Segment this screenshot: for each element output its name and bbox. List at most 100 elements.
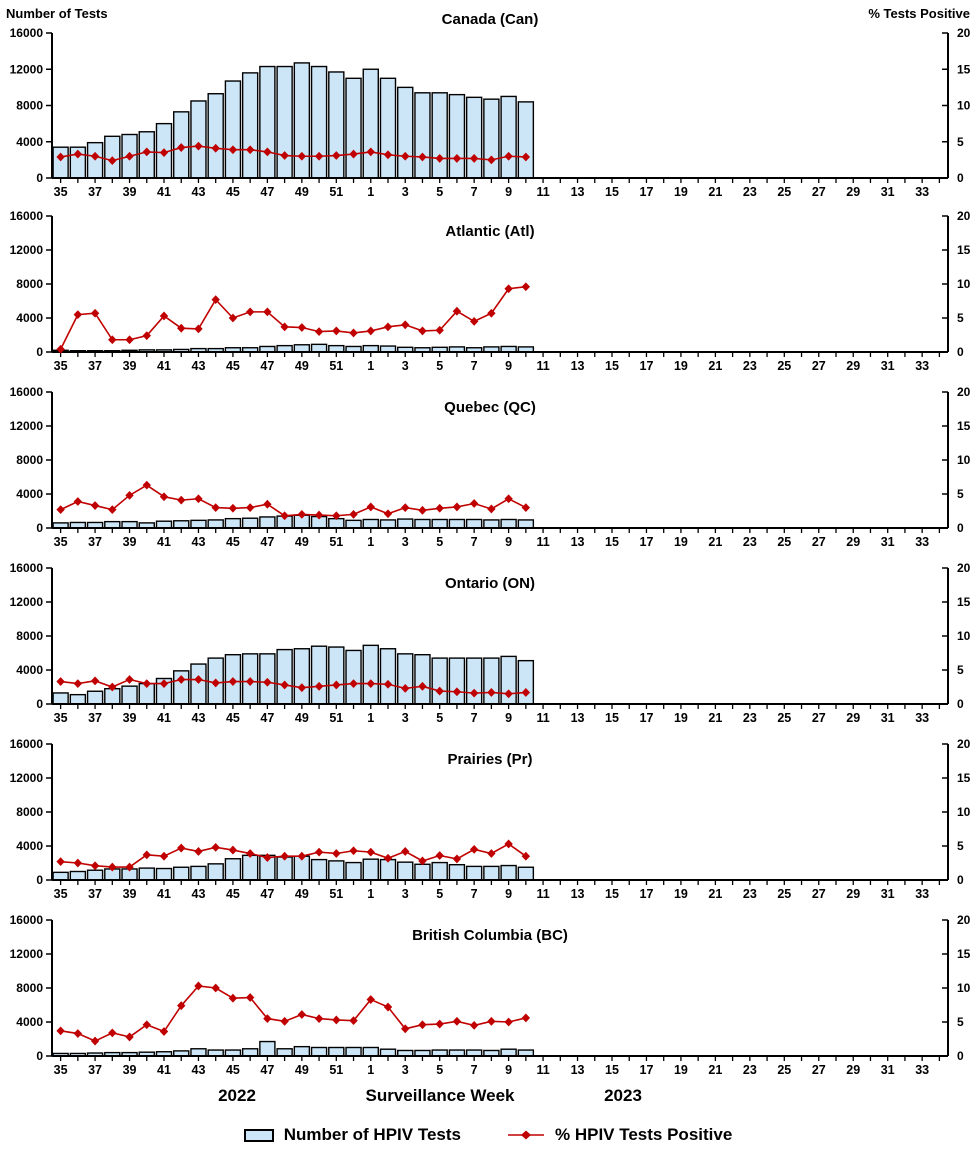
pct-positive-point <box>56 1026 65 1036</box>
tests-bar <box>207 863 224 881</box>
week-tick-label: 1 <box>367 711 374 725</box>
week-tick-label: 23 <box>743 711 757 725</box>
week-tick-label: 29 <box>846 535 860 549</box>
pct-positive-point <box>418 856 427 866</box>
left-tick-label: 8000 <box>16 277 43 291</box>
week-tick-label: 31 <box>881 535 895 549</box>
tests-bar <box>69 870 87 881</box>
pct-positive-point <box>245 503 255 512</box>
pct-positive-point <box>125 1032 134 1042</box>
right-tick-label: 15 <box>957 419 971 433</box>
pct-positive-point <box>142 679 151 688</box>
pct-positive-point <box>366 679 375 688</box>
week-tick-label: 25 <box>777 185 791 199</box>
tests-bar <box>500 518 517 529</box>
left-tick-label: 8000 <box>16 99 43 113</box>
tests-bar <box>362 1046 379 1057</box>
week-tick-label: 47 <box>260 887 274 901</box>
left-tick-label: 16000 <box>10 561 44 575</box>
week-tick-label: 49 <box>295 185 309 199</box>
chart-panel-6: British Columbia (BC) 0 4000 8000 12000 16000… <box>10 913 971 1077</box>
week-tick-label: 49 <box>295 359 309 373</box>
week-tick-label: 5 <box>436 535 443 549</box>
pct-positive-point <box>125 151 134 161</box>
tests-legend-swatch <box>243 1128 274 1142</box>
year-2023-label: 2023 <box>604 1086 642 1105</box>
pct-positive-point <box>159 148 169 158</box>
pct-positive-point <box>487 504 496 514</box>
week-tick-label: 37 <box>88 711 102 725</box>
week-tick-label: 37 <box>88 359 102 373</box>
week-tick-label: 13 <box>571 359 585 373</box>
pct-positive-point <box>452 154 462 163</box>
left-tick-label: 0 <box>36 873 43 887</box>
week-tick-label: 5 <box>436 185 443 199</box>
right-tick-label: 20 <box>957 26 971 40</box>
tests-bar <box>362 858 379 881</box>
week-tick-label: 35 <box>54 535 68 549</box>
tests-bar <box>173 520 190 529</box>
tests-bar <box>241 1048 259 1057</box>
week-tick-label: 39 <box>123 711 137 725</box>
week-tick-label: 47 <box>260 535 274 549</box>
pct-positive-point <box>452 687 462 697</box>
left-tick-label: 0 <box>36 171 43 185</box>
week-tick-label: 1 <box>367 1063 374 1077</box>
pct-positive-point <box>108 1028 117 1038</box>
week-tick-label: 19 <box>674 535 688 549</box>
tests-bar <box>190 1048 207 1057</box>
tests-bar <box>310 343 328 353</box>
pct-positive-point <box>194 324 203 334</box>
left-tick-label: 0 <box>36 521 43 535</box>
left-tick-label: 4000 <box>16 487 43 501</box>
pct-positive-point <box>521 152 531 162</box>
week-tick-label: 17 <box>640 711 654 725</box>
right-tick-label: 20 <box>957 737 971 751</box>
pct-positive-point <box>332 849 341 858</box>
week-tick-label: 7 <box>471 359 478 373</box>
week-tick-label: 49 <box>295 887 309 901</box>
week-tick-label: 27 <box>812 711 826 725</box>
week-tick-label: 31 <box>881 1063 895 1077</box>
right-tick-label: 5 <box>957 839 964 853</box>
week-tick-label: 7 <box>471 887 478 901</box>
week-tick-label: 9 <box>505 185 512 199</box>
tests-bar <box>465 865 483 881</box>
left-tick-label: 12000 <box>10 243 44 257</box>
week-tick-label: 7 <box>471 535 478 549</box>
week-tick-label: 15 <box>605 887 619 901</box>
week-tick-label: 29 <box>846 887 860 901</box>
chart-panel-3: Quebec (QC)04000800012000160000510152035… <box>10 385 971 549</box>
week-tick-label: 45 <box>226 1063 240 1077</box>
pct-positive-point <box>211 503 220 512</box>
week-tick-label: 43 <box>192 711 206 725</box>
pct-positive-point <box>521 851 531 861</box>
pct-positive-point <box>56 344 65 354</box>
week-tick-label: 41 <box>157 887 171 901</box>
pct-positive-point <box>366 147 375 157</box>
week-tick-label: 39 <box>123 185 137 199</box>
legend: Number of HPIV Tests % HPIV Tests Positi… <box>0 1122 976 1148</box>
week-tick-label: 33 <box>915 887 929 901</box>
tests-bar <box>310 645 328 705</box>
pct-positive-point <box>332 326 341 336</box>
panel-title: British Columbia (BC) <box>412 927 568 944</box>
pct-positive-point <box>90 151 100 161</box>
tests-bar <box>293 62 311 179</box>
pct-positive-point <box>245 145 255 155</box>
tests-bar <box>224 858 242 881</box>
tests-bar <box>138 867 155 881</box>
chart-panel-1: Canada (Can)0400080001200016000051015203… <box>10 11 971 199</box>
pct-positive-point <box>435 1019 444 1029</box>
week-tick-label: 13 <box>571 1063 585 1077</box>
week-tick-label: 11 <box>536 711 549 725</box>
week-tick-label: 3 <box>402 1063 409 1077</box>
tests-bar <box>241 72 259 179</box>
left-tick-label: 16000 <box>10 737 44 751</box>
pct-positive-point <box>349 510 358 519</box>
pct-positive-point <box>383 150 393 160</box>
week-tick-label: 39 <box>123 535 137 549</box>
left-tick-label: 16000 <box>10 26 44 40</box>
pct-positive-point <box>435 851 444 860</box>
week-tick-label: 31 <box>881 185 895 199</box>
